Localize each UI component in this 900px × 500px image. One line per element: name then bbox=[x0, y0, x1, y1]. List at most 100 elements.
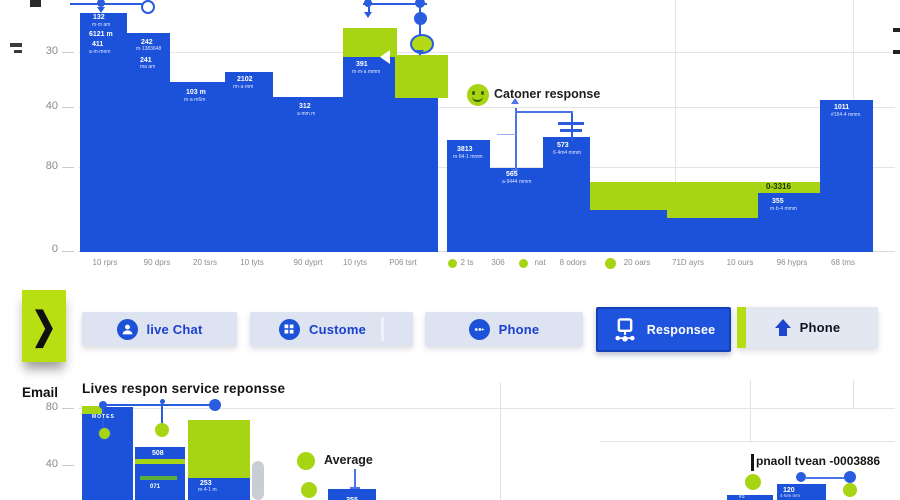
x-label: 71D ayrs bbox=[671, 258, 705, 267]
bar-label: 103 m bbox=[186, 89, 206, 96]
bar-label: 071 bbox=[150, 484, 161, 490]
marker-dot bbox=[413, 11, 427, 25]
bar-green-stripe bbox=[140, 476, 177, 480]
bar-blue bbox=[127, 33, 170, 252]
bar-label-sub: m·b·4 mmm bbox=[770, 206, 797, 212]
x-label: 20 oars bbox=[623, 258, 651, 267]
tick bbox=[62, 251, 74, 252]
phone-button[interactable]: Phone bbox=[425, 312, 583, 346]
marker-dot bbox=[209, 399, 221, 411]
response-label: Responsee bbox=[646, 322, 716, 337]
bar-label: 120 bbox=[783, 487, 795, 494]
marker-dot bbox=[796, 472, 806, 482]
edge-mark bbox=[10, 43, 22, 47]
x-label: 96 hyprs bbox=[776, 258, 808, 267]
bar-label: 565 bbox=[506, 171, 518, 178]
expand-chevron-button[interactable]: ❯ bbox=[22, 290, 66, 362]
scroll-thumb[interactable] bbox=[252, 461, 264, 500]
marker-dot-green bbox=[301, 482, 317, 498]
annotation-line bbox=[419, 0, 421, 52]
response-button[interactable]: Responsee bbox=[596, 307, 731, 352]
marker-dot bbox=[844, 471, 856, 483]
bar-label: 6121 m bbox=[89, 31, 113, 38]
arrow-up-icon bbox=[774, 318, 791, 337]
green-stripe bbox=[737, 307, 746, 348]
tick bbox=[62, 465, 74, 466]
bar-label-sub: rm·a·mm bbox=[233, 84, 254, 90]
arrow-head-icon bbox=[364, 12, 372, 18]
live-chat-label: live Chat bbox=[146, 321, 203, 337]
edge-mark bbox=[893, 50, 900, 54]
smiley-mouth bbox=[472, 93, 483, 102]
bar-blue bbox=[395, 98, 438, 252]
bar-green bbox=[667, 182, 758, 218]
bar-blue-small bbox=[777, 484, 826, 500]
bar-label-sub: m·4·1 m bbox=[198, 487, 217, 493]
bar-blue bbox=[758, 193, 820, 252]
gridline-h bbox=[78, 408, 895, 409]
gridline-v bbox=[853, 380, 854, 408]
phone-label: Phone bbox=[498, 321, 540, 337]
legend-dot bbox=[447, 258, 457, 268]
x-label: 68 tms bbox=[830, 258, 856, 267]
bar-blue bbox=[135, 447, 185, 500]
bar-label: 391 bbox=[356, 61, 368, 68]
bar-label-sub: ma am bbox=[140, 64, 156, 70]
annotation-line bbox=[497, 134, 516, 135]
bar-label: 508 bbox=[152, 450, 164, 457]
marker-dot bbox=[364, 0, 372, 7]
annotation-line bbox=[102, 407, 104, 431]
customer-button[interactable]: Custome bbox=[250, 312, 413, 346]
chevron-right-icon: ❯ bbox=[31, 305, 57, 347]
phone-icon bbox=[468, 318, 490, 340]
bar-blue bbox=[273, 97, 343, 252]
marker-dot bbox=[99, 401, 107, 409]
tick bbox=[62, 167, 74, 168]
annotation-line bbox=[103, 404, 215, 406]
bar-blue bbox=[543, 137, 590, 252]
bar-blue bbox=[667, 218, 758, 252]
bottom-chart-title: Lives respon service reponsse bbox=[82, 381, 286, 396]
tick bbox=[62, 107, 74, 108]
bar-green bbox=[590, 182, 667, 210]
gridline-h bbox=[78, 52, 895, 53]
bar-blue-small bbox=[727, 495, 773, 500]
bar-label: 573 bbox=[557, 142, 569, 149]
bar-label-sub: m·m·a mmm bbox=[352, 69, 381, 75]
bar-label: 132 bbox=[93, 14, 105, 21]
x-label: 8 odors bbox=[559, 258, 587, 267]
bar-label: #3 bbox=[739, 494, 745, 500]
gridline-h bbox=[600, 441, 895, 442]
bar-green-block bbox=[395, 55, 448, 98]
marker-dot-green bbox=[843, 483, 857, 497]
gridline-h bbox=[78, 107, 895, 108]
annotation-line bbox=[515, 108, 517, 172]
gridline-v bbox=[675, 0, 676, 251]
bar-blue bbox=[490, 168, 543, 252]
average-label: Average bbox=[321, 453, 376, 468]
bar-label-sub: 4·tvm mm bbox=[780, 493, 800, 498]
gridline-v bbox=[750, 380, 751, 443]
bar-label: 411 bbox=[92, 41, 104, 48]
live-chat-button[interactable]: live Chat bbox=[82, 312, 237, 346]
x-label: 10 tyts bbox=[240, 258, 264, 267]
bar-label: 2102 bbox=[237, 76, 253, 83]
phone-upload-button[interactable]: Phone bbox=[737, 307, 878, 348]
legend-dot bbox=[518, 258, 528, 268]
annotation-line bbox=[363, 3, 427, 5]
y-tick: 80 bbox=[45, 160, 58, 172]
arrow-head-icon bbox=[511, 98, 519, 104]
bar-green bbox=[758, 182, 820, 193]
bar-label: 1011 bbox=[834, 104, 850, 111]
bar-blue bbox=[820, 100, 873, 252]
legend-dot bbox=[604, 257, 616, 269]
x-label: 20 tsrs bbox=[192, 258, 218, 267]
bar-blue bbox=[225, 72, 273, 252]
annotation-line bbox=[571, 113, 573, 141]
x-label: P06 tsrt bbox=[389, 258, 417, 267]
customer-response-label: Catoner response bbox=[494, 87, 601, 101]
bar-green-stripe bbox=[135, 459, 185, 464]
bar-label-sub: a·mm m bbox=[297, 111, 316, 117]
bar-label-dark: 0-3316 bbox=[766, 182, 791, 191]
